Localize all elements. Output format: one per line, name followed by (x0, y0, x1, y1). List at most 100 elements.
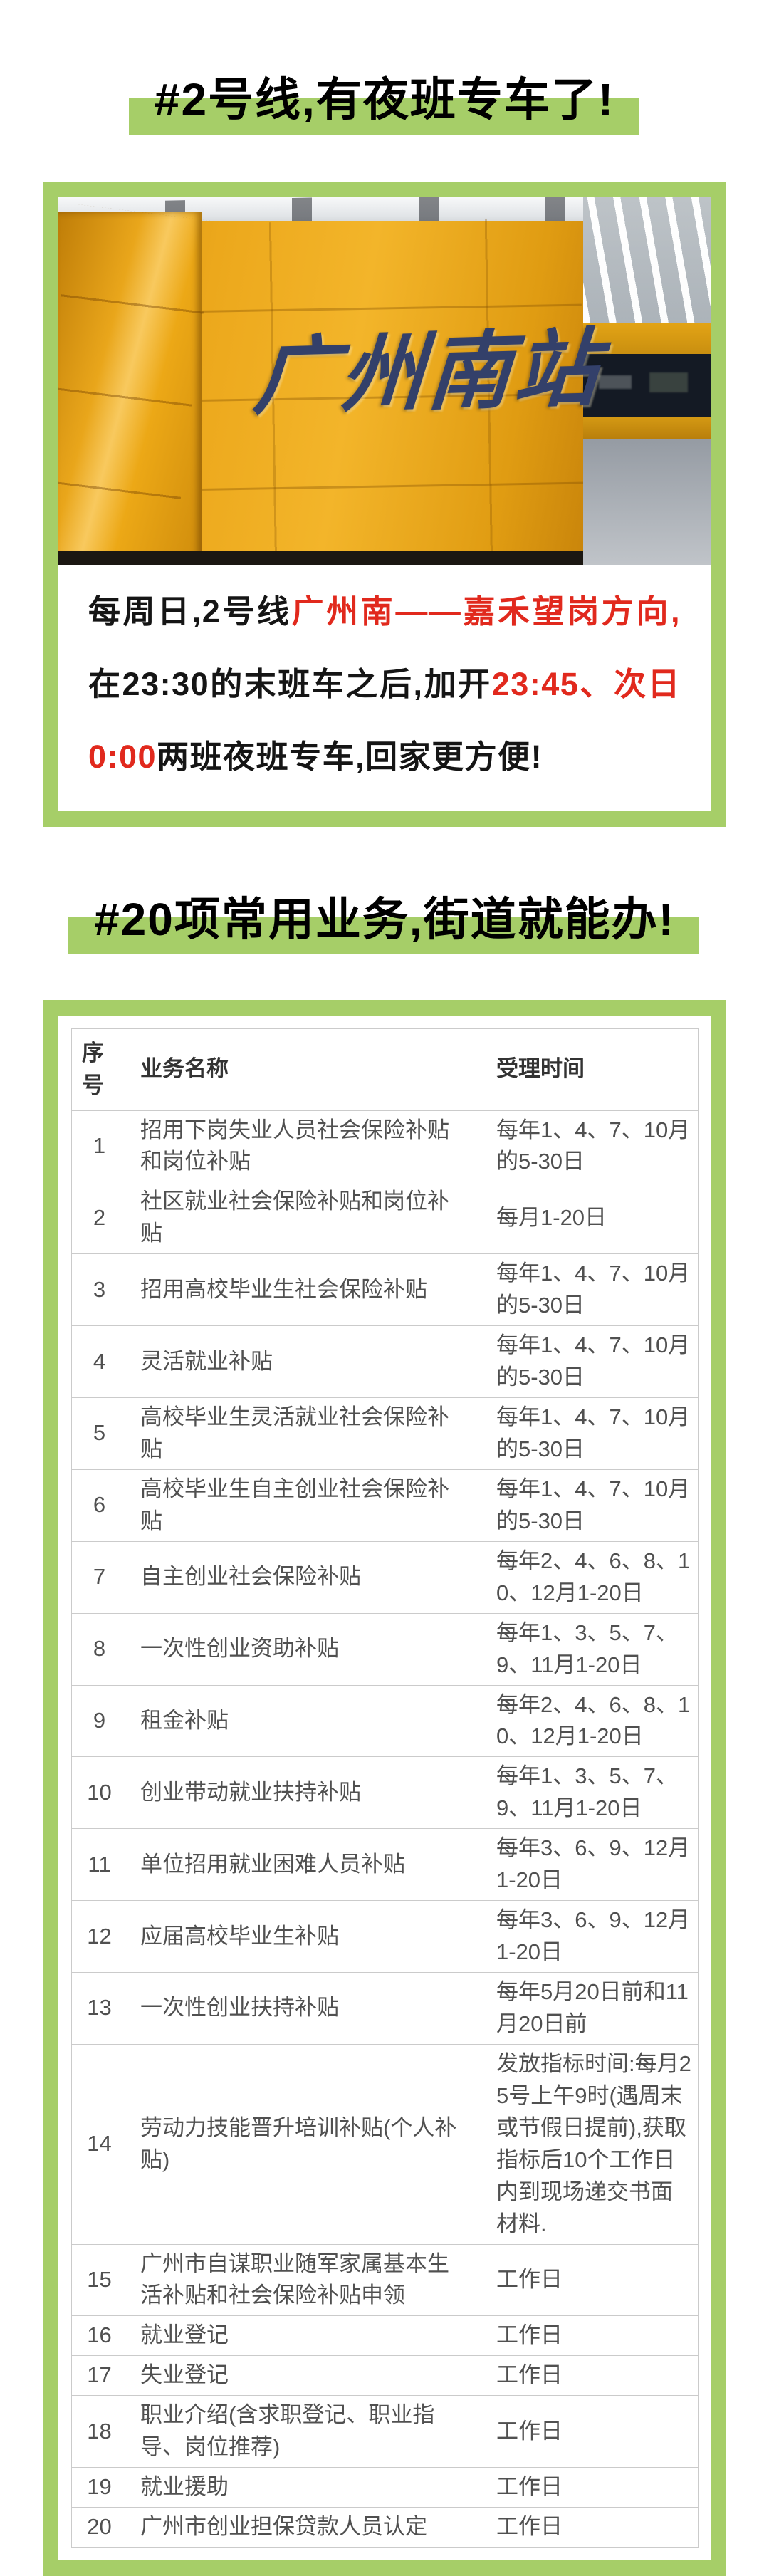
row-number: 17 (71, 2355, 127, 2397)
service-time: 每年1、4、7、10月的5-30日 (486, 1325, 699, 1399)
service-time: 工作日 (486, 2395, 699, 2468)
service-time: 每年2、4、6、8、10、12月1-20日 (486, 1540, 699, 1614)
table-row: 4 灵活就业补贴 每年1、4、7、10月的5-30日 (71, 1325, 699, 1399)
corridor-background (583, 197, 711, 566)
row-number: 9 (71, 1684, 127, 1758)
table-row: 19 就业援助 工作日 (71, 2467, 699, 2508)
service-time: 每年2、4、6、8、10、12月1-20日 (486, 1684, 699, 1758)
table-row: 11 单位招用就业困难人员补贴 每年3、6、9、12月1-20日 (71, 1828, 699, 1902)
service-name: 招用高校毕业生社会保险补贴 (127, 1253, 486, 1327)
paragraph-text: 两班夜班专车,回家更方便! (157, 739, 543, 776)
service-name: 一次性创业资助补贴 (127, 1612, 486, 1686)
table-row: 18 职业介绍(含求职登记、职业指导、岗位推荐) 工作日 (71, 2395, 699, 2468)
table-row: 10 创业带动就业扶持补贴 每年1、3、5、7、9、11月1-20日 (71, 1756, 699, 1830)
table-row: 12 应届高校毕业生补贴 每年3、6、9、12月1-20日 (71, 1900, 699, 1973)
table-body: 1 招用下岗失业人员社会保险补贴和岗位补贴 每年1、4、7、10月的5-30日 2 社区… (71, 1110, 699, 2548)
row-number: 15 (71, 2243, 127, 2317)
service-name: 高校毕业生自主创业社会保险补贴 (127, 1469, 486, 1542)
row-number: 10 (71, 1756, 127, 1830)
section1-headline-row: #2号线,有夜班专车了! (0, 74, 769, 135)
table-row: 20 广州市创业担保贷款人员认定 工作日 (71, 2507, 699, 2548)
services-table: 序号 业务名称 受理时间 1 招用下岗失业人员社会保险补贴和岗位补贴 每年1、4、7、1… (71, 1028, 699, 2548)
service-name: 高校毕业生灵活就业社会保险补贴 (127, 1397, 486, 1470)
station-sign-text: 广州南站 (251, 321, 605, 425)
paragraph-highlight: 广州南——嘉禾望岗方向, (291, 593, 681, 630)
paragraph-text: 在23:30的末班车之后,加开 (88, 666, 492, 703)
column-header: 受理时间 (486, 1028, 699, 1111)
row-number: 1 (71, 1110, 127, 1183)
row-number: 13 (71, 1972, 127, 2045)
row-number: 11 (71, 1828, 127, 1902)
service-time: 工作日 (486, 2315, 699, 2357)
wall-sign (598, 375, 632, 390)
row-number: 8 (71, 1612, 127, 1686)
table-row: 17 失业登记 工作日 (71, 2355, 699, 2397)
table-row: 1 招用下岗失业人员社会保险补贴和岗位补贴 每年1、4、7、10月的5-30日 (71, 1110, 699, 1183)
row-number: 3 (71, 1253, 127, 1327)
night-train-card: 广州南站 每周日,2号线广州南——嘉禾望岗方向, 在23:30的末班车之后,加开2… (43, 182, 726, 827)
service-name: 招用下岗失业人员社会保险补贴和岗位补贴 (127, 1110, 486, 1183)
orange-band-upper (583, 322, 711, 354)
section1-headline: #2号线,有夜班专车了! (128, 74, 639, 135)
row-number: 19 (71, 2467, 127, 2508)
service-time: 每年1、3、5、7、9、11月1-20日 (486, 1612, 699, 1686)
service-time: 工作日 (486, 2467, 699, 2508)
service-name: 社区就业社会保险补贴和岗位补贴 (127, 1182, 486, 1255)
station-photo: 广州南站 (58, 197, 711, 566)
row-number: 5 (71, 1397, 127, 1470)
service-time: 发放指标时间:每月25号上午9时(遇周末或节假日提前),获取指标后10个工作日内… (486, 2043, 699, 2245)
service-time: 每年1、4、7、10月的5-30日 (486, 1110, 699, 1183)
headline-highlight-bar (68, 917, 699, 955)
service-name: 失业登记 (127, 2355, 486, 2397)
station-floor (583, 438, 711, 566)
baseboard (58, 551, 584, 566)
service-time: 每年1、4、7、10月的5-30日 (486, 1397, 699, 1470)
service-time: 工作日 (486, 2243, 699, 2317)
service-time: 工作日 (486, 2355, 699, 2397)
ceiling-lights (583, 197, 711, 323)
service-name: 自主创业社会保险补贴 (127, 1540, 486, 1614)
service-name: 职业介绍(含求职登记、职业指导、岗位推荐) (127, 2395, 486, 2468)
table-row: 13 一次性创业扶持补贴 每年5月20日前和11月20日前 (71, 1972, 699, 2045)
announcement-paragraph: 每周日,2号线广州南——嘉禾望岗方向, 在23:30的末班车之后,加开23:45、… (58, 565, 711, 810)
headline-text: #2号线,有夜班专车了! (154, 74, 615, 125)
service-name: 应届高校毕业生补贴 (127, 1900, 486, 1973)
paragraph-text: 每周日,2号线 (88, 593, 292, 630)
service-name: 创业带动就业扶持补贴 (127, 1756, 486, 1830)
service-name: 单位招用就业困难人员补贴 (127, 1828, 486, 1902)
services-table-card: 序号 业务名称 受理时间 1 招用下岗失业人员社会保险补贴和岗位补贴 每年1、4、7、1… (43, 999, 726, 2576)
service-name: 一次性创业扶持补贴 (127, 1972, 486, 2045)
table-row: 9 租金补贴 每年2、4、6、8、10、12月1-20日 (71, 1684, 699, 1758)
row-number: 7 (71, 1540, 127, 1614)
orange-band-lower (583, 416, 711, 439)
service-time: 每月1-20日 (486, 1182, 699, 1255)
section2-headline: #20项常用业务,街道就能办! (68, 893, 699, 955)
table-row: 5 高校毕业生灵活就业社会保险补贴 每年1、4、7、10月的5-30日 (71, 1397, 699, 1470)
headline-highlight-bar (128, 98, 639, 135)
service-name: 劳动力技能晋升培训补贴(个人补贴) (127, 2043, 486, 2245)
dark-wall-band (583, 353, 711, 417)
column-header: 序号 (71, 1028, 127, 1111)
table-row: 8 一次性创业资助补贴 每年1、3、5、7、9、11月1-20日 (71, 1612, 699, 1686)
table-row: 6 高校毕业生自主创业社会保险补贴 每年1、4、7、10月的5-30日 (71, 1469, 699, 1542)
service-time: 每年1、4、7、10月的5-30日 (486, 1253, 699, 1327)
service-name: 就业援助 (127, 2467, 486, 2508)
row-number: 4 (71, 1325, 127, 1399)
service-time: 每年1、3、5、7、9、11月1-20日 (486, 1756, 699, 1830)
headline-text: #20项常用业务,街道就能办! (94, 893, 675, 945)
service-time: 每年5月20日前和11月20日前 (486, 1972, 699, 2045)
orange-pillar-left (58, 212, 202, 566)
row-number: 12 (71, 1900, 127, 1973)
table-row: 15 广州市自谋职业随军家属基本生活补贴和社会保险补贴申领 工作日 (71, 2243, 699, 2317)
table-row: 2 社区就业社会保险补贴和岗位补贴 每月1-20日 (71, 1182, 699, 1255)
paragraph-highlight: 23:45、次日0:00 (88, 666, 681, 776)
service-time: 工作日 (486, 2507, 699, 2548)
service-name: 就业登记 (127, 2315, 486, 2357)
service-time: 每年3、6、9、12月1-20日 (486, 1900, 699, 1973)
row-number: 2 (71, 1182, 127, 1255)
row-number: 14 (71, 2043, 127, 2245)
row-number: 16 (71, 2315, 127, 2357)
table-row: 7 自主创业社会保险补贴 每年2、4、6、8、10、12月1-20日 (71, 1540, 699, 1614)
table-header-row: 序号 业务名称 受理时间 (71, 1028, 699, 1111)
row-number: 20 (71, 2507, 127, 2548)
